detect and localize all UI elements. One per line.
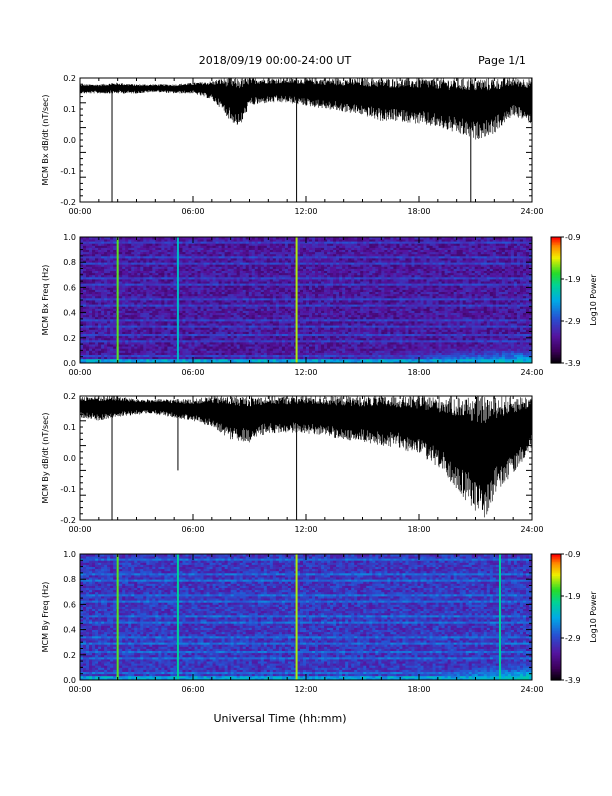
by-spectrogram-y-tick-label: 1.0	[63, 550, 76, 559]
by-spectrogram-colorbar-tick-label: -2.9	[565, 634, 581, 643]
bx-spectrogram-vertical-line	[117, 237, 119, 363]
bx-waveform-x-tick-label: 00:00	[68, 207, 91, 216]
bx-spectrogram-y-tick-label: 0.4	[63, 309, 76, 318]
bx-spectrogram-y-tick-label: 0.2	[63, 334, 76, 343]
by-spectrogram-y-tick-label: 0.2	[63, 651, 76, 660]
bx-waveform-y-tick-label: 0.1	[63, 105, 76, 114]
by-spectrogram-vertical-line	[177, 554, 179, 680]
bx-waveform-y-tick-label: -0.2	[60, 198, 76, 207]
by-spectrogram-x-tick-label: 00:00	[68, 685, 91, 694]
bx-waveform-x-tick-label: 06:00	[181, 207, 204, 216]
bx-spectrogram-x-tick-label: 06:00	[181, 368, 204, 377]
by-waveform-y-tick-label: -0.1	[60, 485, 76, 494]
bx-spectrogram-y-axis-label: MCM Bx Freq (Hz)	[41, 265, 50, 336]
by-spectrogram-vertical-line	[117, 554, 119, 680]
bx-spectrogram-colorbar-tick-label: -3.9	[565, 359, 581, 368]
by-spectrogram-vertical-line	[296, 554, 298, 680]
bx-spectrogram-x-tick-label: 00:00	[68, 368, 91, 377]
by-spectrogram-cells	[80, 554, 532, 680]
by-waveform-y-tick-label: -0.2	[60, 516, 76, 525]
by-waveform-x-tick-label: 24:00	[520, 525, 543, 534]
x-axis-label: Universal Time (hh:mm)	[214, 712, 347, 725]
bx-spectrogram-colorbar-tick-label: -0.9	[565, 233, 581, 242]
by-spectrogram-y-tick-label: 0.4	[63, 626, 76, 635]
by-spectrogram-x-tick-label: 06:00	[181, 685, 204, 694]
by-spectrogram-x-tick-label: 12:00	[294, 685, 317, 694]
plots-group: 00:00 06:00 12:00 18:00 24:00 0.2 0.1 0.0 -0.1 -0…	[41, 74, 598, 694]
bx-spectrogram-vertical-line	[177, 237, 179, 363]
bx-spectrogram-y-tick-label: 0.0	[63, 359, 76, 368]
by-waveform-y-axis-label: MCM By dB/dt (nT/sec)	[41, 412, 50, 503]
by-spectrogram-colorbar-tick-label: -3.9	[565, 676, 581, 685]
bx-waveform-y-tick-label: 0.2	[63, 74, 76, 83]
bx-waveform-x-tick-label: 18:00	[407, 207, 430, 216]
bx-spectrogram-y-tick-label: 1.0	[63, 233, 76, 242]
by-spectrogram-y-tick-label: 0.0	[63, 676, 76, 685]
by-spectrogram-colorbar	[551, 554, 561, 681]
by-spectrogram-y-tick-label: 0.8	[63, 575, 76, 584]
bx-spectrogram-x-tick-label: 24:00	[520, 368, 543, 377]
bx-spectrogram-y-tick-label: 0.6	[63, 283, 76, 292]
figure-title: 2018/09/19 00:00-24:00 UT	[199, 54, 352, 67]
by-waveform-y-tick-label: 0.1	[63, 423, 76, 432]
by-waveform-x-tick-label: 06:00	[181, 525, 204, 534]
by-spectrogram-colorbar-label: Log10 Power	[589, 591, 598, 643]
by-spectrogram-y-tick-label: 0.6	[63, 600, 76, 609]
by-waveform-x-tick-label: 00:00	[68, 525, 91, 534]
bx-spectrogram-colorbar-tick-label: -2.9	[565, 317, 581, 326]
bx-spectrogram-x-tick-label: 18:00	[407, 368, 430, 377]
by-spectrogram-colorbar-tick-label: -1.9	[565, 592, 581, 601]
bx-spectrogram-y-tick-label: 0.8	[63, 258, 76, 267]
bx-spectrogram-cells	[80, 237, 532, 363]
bx-spectrogram-colorbar	[551, 237, 561, 364]
bx-waveform-y-tick-label: 0.0	[63, 136, 76, 145]
by-waveform-y-tick-label: 0.2	[63, 392, 76, 401]
bx-waveform-y-tick-label: -0.1	[60, 167, 76, 176]
by-spectrogram-vertical-line	[499, 554, 501, 680]
bx-spectrogram-vertical-line	[296, 237, 298, 363]
by-waveform-x-tick-label: 18:00	[407, 525, 430, 534]
by-spectrogram-y-axis-label: MCM By Freq (Hz)	[41, 582, 50, 653]
by-spectrogram-x-tick-label: 24:00	[520, 685, 543, 694]
by-waveform-x-tick-label: 12:00	[294, 525, 317, 534]
bx-waveform-x-tick-label: 12:00	[294, 207, 317, 216]
bx-spectrogram-colorbar-label: Log10 Power	[589, 274, 598, 326]
by-waveform-y-tick-label: 0.0	[63, 454, 76, 463]
bx-spectrogram-x-tick-label: 12:00	[294, 368, 317, 377]
bx-waveform-x-tick-label: 24:00	[520, 207, 543, 216]
page-indicator: Page 1/1	[478, 54, 526, 67]
bx-spectrogram-colorbar-tick-label: -1.9	[565, 275, 581, 284]
by-spectrogram-colorbar-tick-label: -0.9	[565, 550, 581, 559]
by-spectrogram-x-tick-label: 18:00	[407, 685, 430, 694]
bx-waveform-y-axis-label: MCM Bx dB/dt (nT/sec)	[41, 94, 50, 185]
